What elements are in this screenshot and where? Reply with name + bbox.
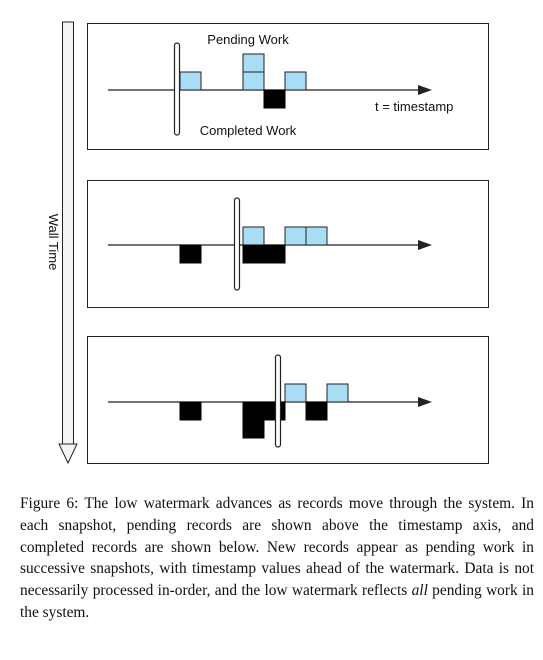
pending-record <box>243 54 264 72</box>
figure-caption-emphasis: all <box>412 582 428 599</box>
low-watermark-3 <box>276 355 281 447</box>
completed-work-label: Completed Work <box>200 123 297 138</box>
completed-record <box>243 420 264 438</box>
completed-record <box>264 402 285 420</box>
completed-record <box>264 90 285 108</box>
timestamp-axis-label: t = timestamp <box>375 99 453 114</box>
pending-record <box>243 227 264 245</box>
completed-record <box>180 245 201 263</box>
figure-caption: Figure 6: The low watermark advances as … <box>20 493 534 624</box>
completed-record <box>306 402 327 420</box>
pending-record <box>180 72 201 90</box>
watermark-diagram: Wall Time Pending Work Completed Work t … <box>0 0 543 485</box>
pending-work-label: Pending Work <box>207 32 289 47</box>
completed-record <box>243 402 264 420</box>
pending-record <box>285 384 306 402</box>
pending-record <box>285 72 306 90</box>
figure-caption-label: Figure 6: <box>20 495 78 512</box>
low-watermark-2 <box>235 198 240 290</box>
wall-time-label: Wall Time <box>46 214 61 271</box>
low-watermark-1 <box>175 43 180 135</box>
pending-record <box>306 227 327 245</box>
pending-record <box>243 72 264 90</box>
completed-record <box>180 402 201 420</box>
pending-record <box>285 227 306 245</box>
completed-record <box>243 245 264 263</box>
completed-record <box>264 245 285 263</box>
pending-record <box>327 384 348 402</box>
wall-time-arrow: Wall Time <box>46 22 77 463</box>
